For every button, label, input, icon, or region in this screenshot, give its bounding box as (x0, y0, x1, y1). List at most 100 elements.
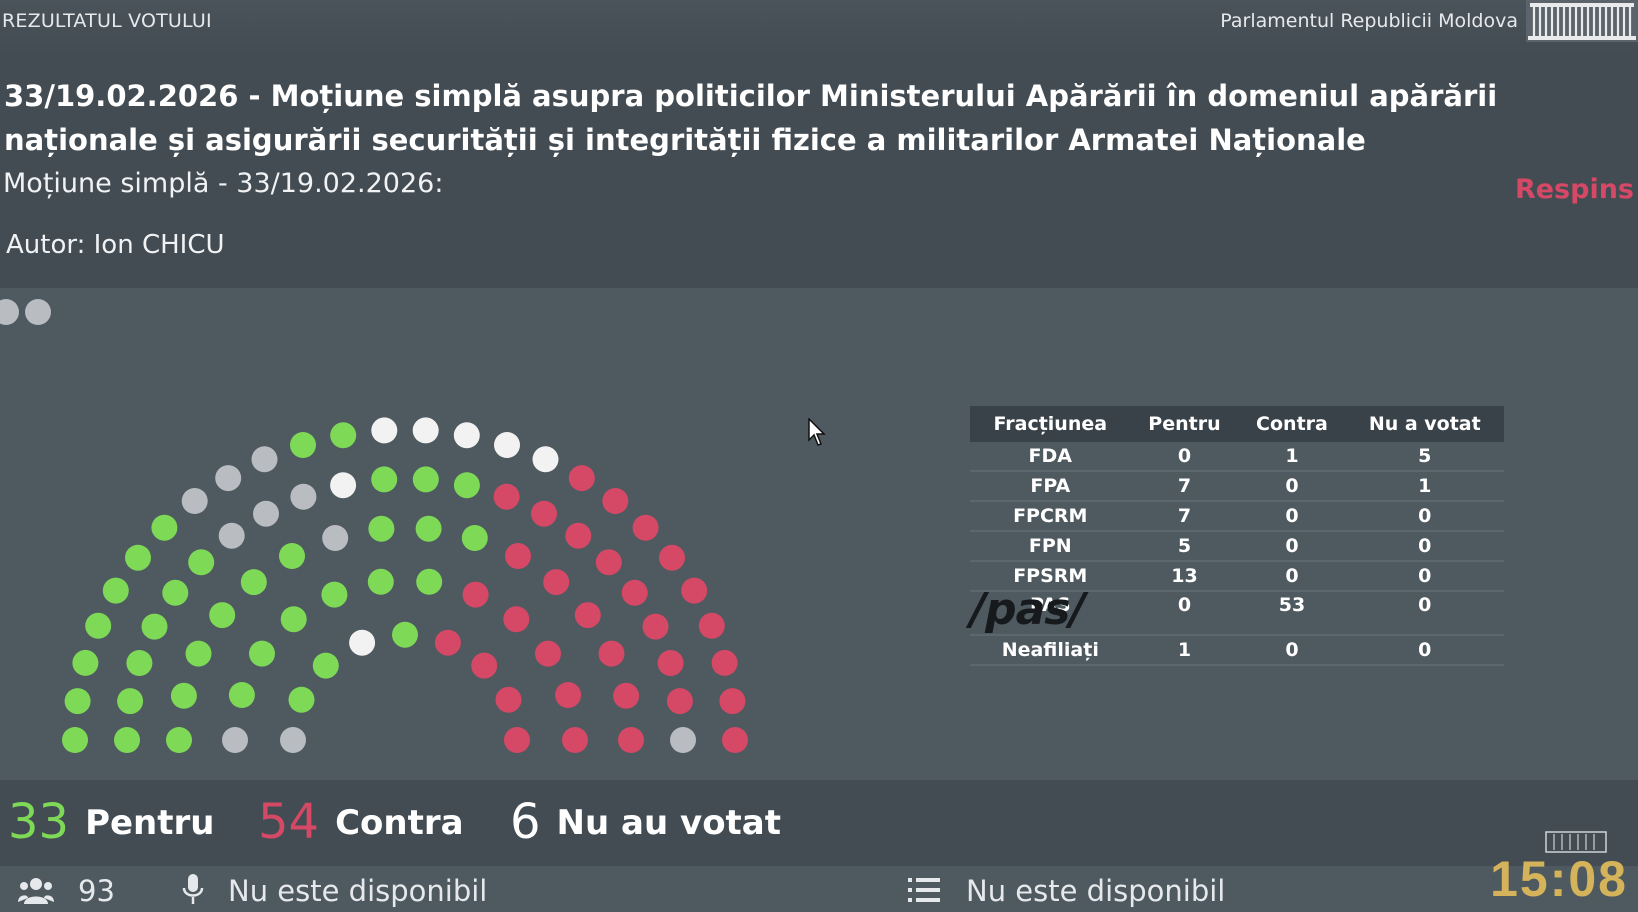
parliament-logo-icon (1526, 0, 1638, 42)
seat-dot (595, 549, 622, 576)
seat-dot (434, 629, 461, 656)
seat-dot (392, 621, 418, 648)
table-row: FPN 5 0 0 (970, 531, 1504, 562)
faction-results-table: Fracțiunea Pentru Contra Nu a votat FDA … (970, 406, 1504, 666)
seat-dot (632, 514, 659, 541)
table-row: FPSRM 13 0 0 (970, 561, 1504, 592)
total-pentru-label: Pentru (85, 803, 215, 843)
seat-dot (565, 522, 592, 549)
header-nu-votat: Nu a votat (1345, 406, 1504, 442)
pentru-count: 1 (1130, 635, 1239, 666)
faction-name: PAS (970, 591, 1131, 636)
users-icon (18, 878, 54, 904)
seat-dot (166, 727, 192, 753)
seat-dot (461, 525, 488, 551)
seat-dot (462, 581, 489, 608)
seat-dot (531, 500, 557, 527)
total-contra-label: Contra (335, 803, 464, 843)
seat-dot (543, 569, 570, 596)
nu-votat-count: 0 (1345, 501, 1504, 532)
seat-dot (215, 465, 242, 492)
seat-dot (416, 568, 443, 595)
faction-name: FPCRM (970, 501, 1131, 532)
seat-dot (330, 472, 357, 499)
seat-dot (415, 515, 442, 542)
seat-dot (117, 688, 144, 715)
faction-name: Neafiliați (970, 635, 1131, 666)
header-faction: Fracțiunea (970, 406, 1131, 442)
vote-result-label: REZULTATUL VOTULUI (2, 10, 212, 32)
faction-name: FDA (970, 442, 1131, 472)
seat-dot (711, 649, 738, 676)
seat-dot (574, 602, 601, 629)
faction-name: FPA (970, 471, 1131, 502)
faction-name: FPN (970, 531, 1131, 562)
nu-votat-count: 5 (1345, 442, 1504, 472)
vote-totals-bar: 33 Pentru 54 Contra 6 Nu au votat (0, 780, 1638, 866)
total-pentru: 33 Pentru (8, 794, 215, 850)
seat-dot (312, 652, 339, 679)
seat-dot (290, 483, 317, 510)
list-icon (908, 878, 940, 902)
seat-dot (681, 577, 708, 604)
seat-dot (618, 727, 644, 753)
table-row: FPCRM 7 0 0 (970, 501, 1504, 532)
seat-dot (72, 649, 99, 676)
seat-dot (322, 525, 349, 551)
seat-dot (666, 688, 693, 715)
seat-dot (371, 417, 398, 444)
hemicycle-seat-chart (0, 299, 748, 753)
parliament-name: Parlamentul Republicii Moldova (1220, 10, 1518, 32)
seat-dot (453, 422, 480, 449)
seat-dot (453, 472, 480, 499)
seat-dot (102, 577, 129, 604)
present-count: 93 (78, 874, 115, 908)
seat-dot (504, 727, 530, 753)
clock: 15:08 (1490, 851, 1628, 907)
seat-dot (125, 544, 151, 571)
nu-votat-count: 0 (1345, 635, 1504, 666)
pas-party-logo: /pas/ (970, 584, 1086, 635)
total-contra-count: 54 (258, 794, 320, 850)
seat-dot (659, 544, 685, 571)
legend-dot (25, 299, 51, 325)
total-pentru-count: 33 (8, 794, 70, 850)
contra-count: 0 (1238, 531, 1346, 562)
seat-dot (321, 581, 348, 608)
seat-dot (349, 629, 376, 656)
seat-dot (185, 640, 212, 667)
seat-dot (188, 549, 215, 576)
seat-dot (288, 686, 315, 713)
pentru-count: 5 (1130, 531, 1239, 562)
microphone-icon (182, 874, 204, 904)
seat-dot (228, 682, 255, 708)
seat-dot (471, 652, 498, 679)
header-contra: Contra (1238, 406, 1346, 442)
nu-votat-count: 0 (1345, 591, 1504, 636)
seat-dot (495, 686, 522, 713)
motion-author: Autor: Ion CHICU (6, 230, 225, 260)
table-row: PAS 0 53 0 (970, 591, 1504, 636)
seat-dot (722, 727, 748, 753)
contra-count: 0 (1238, 471, 1346, 502)
seat-dot (367, 568, 394, 595)
seat-dot (657, 650, 684, 676)
seat-dot (253, 500, 279, 527)
seat-dot (62, 727, 88, 753)
pentru-count: 7 (1130, 471, 1239, 502)
faction-name: FPSRM (970, 561, 1131, 592)
seat-dot (279, 543, 305, 569)
seat-dot (126, 650, 153, 676)
list-status: Nu este disponibil (966, 874, 1226, 908)
vote-status: Respins (1514, 174, 1634, 205)
seat-dot (493, 483, 520, 510)
legend-dot (0, 299, 19, 325)
table-row: FPA 7 0 1 (970, 471, 1504, 502)
seat-dot (280, 606, 307, 633)
seat-dot (562, 727, 588, 753)
pentru-count: 0 (1130, 591, 1239, 636)
motion-header: 33/19.02.2026 - Moțiune simplă asupra po… (0, 54, 1638, 288)
contra-count: 0 (1238, 635, 1346, 666)
seat-dot (412, 466, 439, 493)
seat-dot (503, 606, 530, 633)
